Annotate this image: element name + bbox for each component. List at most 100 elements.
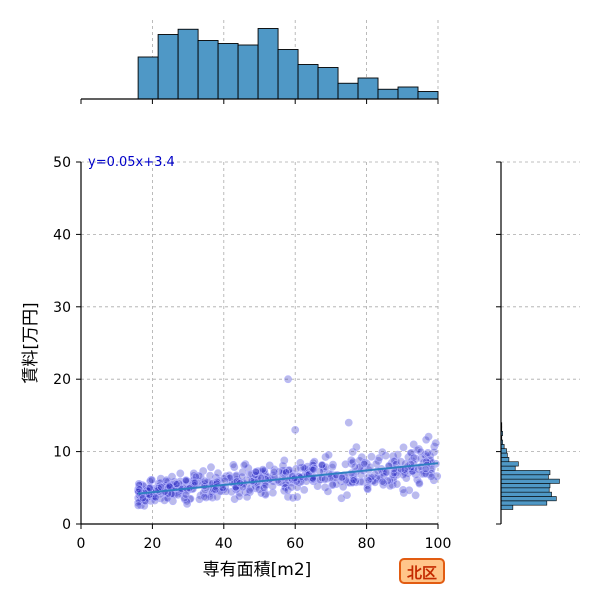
y-tick-label: 20 bbox=[53, 372, 71, 388]
right-hist-bar bbox=[500, 461, 519, 467]
top-hist-bar bbox=[217, 43, 239, 100]
regression-line bbox=[138, 462, 439, 495]
data-point bbox=[375, 454, 384, 462]
data-point bbox=[244, 464, 253, 473]
data-point bbox=[255, 485, 263, 494]
right-hist-bar bbox=[500, 465, 516, 471]
top-hist-bar bbox=[157, 34, 179, 100]
data-point bbox=[241, 460, 250, 468]
district-badge: 北区 bbox=[399, 558, 446, 584]
data-point bbox=[409, 453, 418, 462]
data-point bbox=[349, 476, 358, 485]
data-point bbox=[270, 467, 279, 476]
data-point bbox=[282, 468, 290, 477]
data-point bbox=[261, 481, 270, 490]
top-marginal-histogram bbox=[80, 20, 439, 104]
right-hist-bar bbox=[500, 478, 560, 484]
data-point bbox=[230, 495, 239, 503]
data-point bbox=[348, 457, 357, 466]
data-point bbox=[230, 463, 239, 471]
data-point bbox=[399, 443, 408, 452]
data-point bbox=[344, 418, 353, 427]
x-axis-label: 専有面積[m2] bbox=[203, 560, 312, 580]
right-hist-bar bbox=[500, 457, 510, 463]
data-point bbox=[416, 447, 425, 456]
right-hist-bar bbox=[500, 448, 507, 454]
data-point bbox=[337, 473, 346, 482]
data-point bbox=[392, 480, 401, 488]
data-point bbox=[363, 485, 372, 494]
data-point bbox=[206, 471, 214, 480]
data-point bbox=[309, 465, 318, 474]
data-point bbox=[380, 478, 388, 487]
top-hist-bar bbox=[197, 40, 219, 100]
data-point bbox=[168, 472, 176, 481]
data-point bbox=[134, 501, 143, 510]
data-point bbox=[396, 457, 405, 466]
data-point bbox=[284, 492, 292, 501]
data-point bbox=[431, 439, 440, 448]
x-tick-label: 60 bbox=[286, 536, 304, 552]
data-point bbox=[268, 482, 277, 491]
data-point bbox=[296, 458, 305, 467]
data-point bbox=[206, 492, 214, 501]
data-point bbox=[337, 494, 346, 503]
data-point bbox=[211, 485, 220, 494]
y-tick-label: 10 bbox=[53, 445, 71, 461]
x-tick-label: 20 bbox=[143, 536, 161, 552]
scatter-plot: 0 20 40 60 80 100 0 10 20 30 40 50 bbox=[53, 155, 451, 552]
data-point bbox=[284, 375, 292, 384]
top-hist-bar bbox=[417, 91, 439, 100]
data-point bbox=[200, 477, 209, 485]
data-point bbox=[404, 453, 413, 462]
x-tick-label: 0 bbox=[77, 536, 86, 552]
data-point bbox=[268, 488, 277, 497]
data-point bbox=[150, 496, 159, 505]
x-tick-label: 100 bbox=[425, 536, 452, 552]
data-point bbox=[350, 462, 359, 471]
data-point bbox=[390, 469, 399, 478]
top-hist-bar bbox=[277, 49, 299, 100]
data-point bbox=[411, 491, 420, 500]
data-point bbox=[424, 432, 433, 441]
data-point bbox=[422, 435, 431, 444]
right-hist-bar bbox=[500, 491, 552, 497]
data-point bbox=[172, 480, 181, 488]
data-point bbox=[135, 485, 144, 494]
data-point bbox=[378, 477, 387, 486]
right-hist-bar bbox=[500, 452, 508, 458]
data-point bbox=[405, 486, 414, 495]
data-point bbox=[240, 461, 249, 470]
data-point bbox=[321, 483, 329, 492]
data-point bbox=[235, 492, 243, 501]
data-point bbox=[165, 482, 174, 491]
data-point bbox=[360, 459, 369, 468]
data-point bbox=[162, 476, 171, 484]
top-hist-bar bbox=[237, 44, 259, 100]
data-point bbox=[415, 479, 424, 488]
right-hist-bar bbox=[500, 500, 548, 506]
data-point bbox=[191, 478, 199, 487]
data-point bbox=[279, 461, 287, 470]
data-point bbox=[364, 476, 373, 485]
data-point bbox=[412, 454, 420, 463]
data-point bbox=[287, 483, 296, 492]
top-hist-bar bbox=[177, 28, 199, 100]
data-point bbox=[352, 443, 361, 451]
top-hist-bar bbox=[297, 64, 319, 100]
data-point bbox=[324, 451, 333, 459]
data-point bbox=[328, 462, 337, 471]
data-point bbox=[174, 490, 182, 499]
right-marginal-histogram bbox=[496, 161, 580, 525]
data-point bbox=[293, 493, 302, 501]
data-point bbox=[200, 492, 209, 501]
data-point bbox=[292, 464, 301, 473]
data-point bbox=[367, 452, 376, 461]
data-point bbox=[320, 475, 329, 484]
data-point bbox=[181, 490, 190, 499]
data-point bbox=[245, 486, 254, 495]
y-tick-label: 40 bbox=[53, 227, 71, 243]
data-point bbox=[229, 460, 238, 469]
data-point bbox=[402, 474, 411, 482]
